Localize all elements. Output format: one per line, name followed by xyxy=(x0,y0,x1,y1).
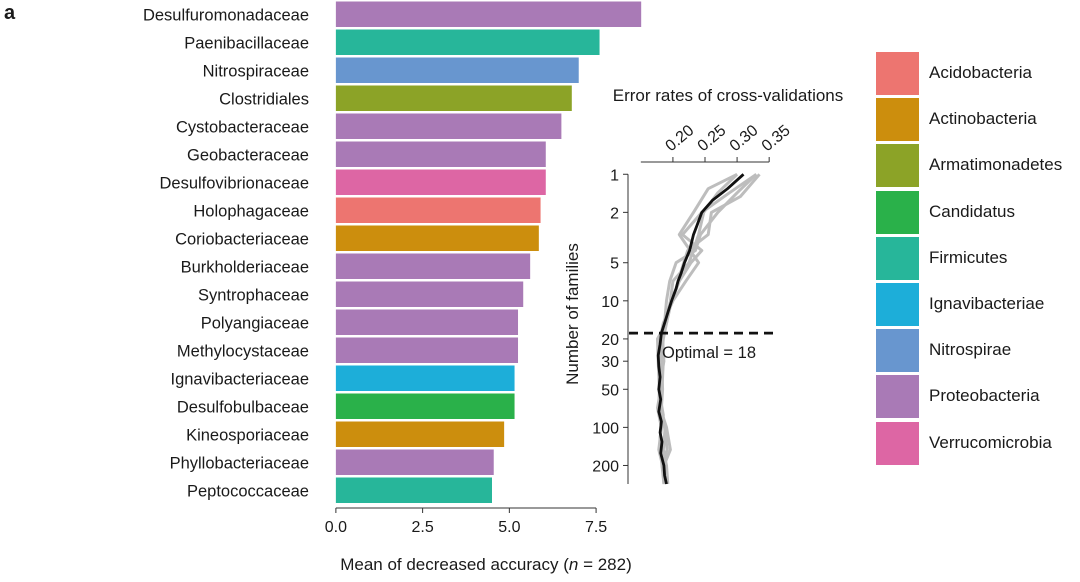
bar xyxy=(335,225,539,251)
legend-label: Ignavibacteriae xyxy=(929,293,1045,313)
bar xyxy=(335,365,515,391)
legend-swatch xyxy=(876,190,919,234)
legend-swatch xyxy=(876,421,919,465)
legend-item: Armatimonadetes xyxy=(876,144,1080,190)
phylum-legend: Acidobacteria Actinobacteria Armatimonadet… xyxy=(876,52,1080,468)
bar-category-label: Holophagaceae xyxy=(193,202,309,220)
bar-category-label: Clostridiales xyxy=(219,90,309,108)
legend-swatch xyxy=(876,98,919,142)
legend-item: Firmicutes xyxy=(876,236,1080,283)
legend-label: Armatimonadetes xyxy=(929,155,1063,175)
panel-label: a xyxy=(4,2,16,24)
bar-x-tick-label: 5.0 xyxy=(498,519,520,536)
bar-category-label: Methylocystaceae xyxy=(177,342,309,360)
bar-category-label: Paenibacillaceae xyxy=(184,34,309,52)
bar xyxy=(335,169,546,195)
legend-swatch xyxy=(876,282,919,326)
legend-swatch xyxy=(876,375,919,419)
bar xyxy=(335,85,572,111)
bar xyxy=(335,421,505,447)
bar xyxy=(335,29,600,55)
bar-category-label: Geobacteraceae xyxy=(187,146,309,164)
bar-category-label: Syntrophaceae xyxy=(198,286,309,304)
legend-label: Firmicutes xyxy=(929,247,1008,267)
bar-category-label: Burkholderiaceae xyxy=(181,258,309,276)
legend-label: Verrucomicrobia xyxy=(929,432,1052,452)
bar-x-axis-title-suffix: = 282) xyxy=(578,555,631,574)
bar xyxy=(335,309,519,335)
bar-x-tick-label: 2.5 xyxy=(411,519,433,536)
bar xyxy=(335,1,642,27)
legend-item: Ignavibacteriae xyxy=(876,282,1080,329)
legend-swatch xyxy=(876,144,919,188)
bar-x-axis-title-prefix: Mean of decreased accuracy ( xyxy=(340,555,569,574)
cv-run-line xyxy=(656,173,758,485)
legend-label: Candidatus xyxy=(929,201,1016,221)
bar xyxy=(335,57,579,83)
optimal-label: Optimal = 18 xyxy=(662,344,756,362)
legend-item: Nitrospirae xyxy=(876,329,1080,375)
cv-y-tick-label: 100 xyxy=(592,420,619,437)
bar-category-label: Desulfobulbaceae xyxy=(177,398,309,416)
legend-item: Candidatus xyxy=(876,190,1080,237)
cv-y-tick-label: 1 xyxy=(610,167,619,184)
bar-x-axis-title: Mean of decreased accuracy (n = 282) xyxy=(340,555,632,574)
legend-item: Actinobacteria xyxy=(876,98,1080,144)
bar xyxy=(335,253,531,279)
legend-label: Actinobacteria xyxy=(929,109,1037,129)
bar-category-label: Coriobacteriaceae xyxy=(175,230,309,248)
cv-y-tick-label: 30 xyxy=(601,354,619,371)
cv-y-tick-label: 200 xyxy=(592,458,619,475)
bar-category-label: Peptococcaceae xyxy=(187,482,309,500)
bar-category-label: Kineosporiaceae xyxy=(186,426,309,444)
cv-y-tick-label: 5 xyxy=(610,256,619,273)
bar-x-tick-label: 0.0 xyxy=(325,519,347,536)
bar-category-label: Polyangiaceae xyxy=(201,314,309,332)
cv-y-tick-label: 2 xyxy=(610,205,619,222)
legend-swatch xyxy=(876,329,919,373)
cv-y-tick-label: 50 xyxy=(601,382,619,399)
cv-y-axis-title: Number of families xyxy=(563,243,582,385)
legend-item: Acidobacteria xyxy=(876,52,1080,98)
cv-y-tick-label: 20 xyxy=(601,332,619,349)
cv-chart-title: Error rates of cross-validations xyxy=(613,86,844,105)
legend-swatch xyxy=(876,52,919,95)
bar xyxy=(335,113,562,139)
bar-category-label: Desulfovibrionaceae xyxy=(159,174,309,192)
legend-swatch xyxy=(876,236,919,280)
bar-x-tick-label: 7.5 xyxy=(585,519,607,536)
bar xyxy=(335,477,492,503)
bar xyxy=(335,393,515,419)
bar-category-label: Cystobacteraceae xyxy=(176,118,309,136)
bar-category-label: Ignavibacteriaceae xyxy=(170,370,309,388)
legend-label: Nitrospirae xyxy=(929,340,1012,360)
cv-y-tick-label: 10 xyxy=(601,294,619,311)
bar-x-axis-title-var: n xyxy=(569,555,578,574)
bar xyxy=(335,449,494,475)
bar xyxy=(335,337,519,363)
bar xyxy=(335,141,546,167)
bar-category-label: Phyllobacteriaceae xyxy=(170,454,309,472)
bar xyxy=(335,197,541,223)
bar xyxy=(335,281,524,307)
legend-item: Verrucomicrobia xyxy=(876,421,1080,468)
legend-item: Proteobacteria xyxy=(876,375,1080,421)
bar-chart: Desulfuromonadaceae Paenibacillaceae Nitro… xyxy=(143,1,642,574)
legend-label: Acidobacteria xyxy=(929,63,1033,82)
bar-category-label: Nitrospiraceae xyxy=(203,62,309,80)
legend-label: Proteobacteria xyxy=(929,386,1040,406)
bar-category-label: Desulfuromonadaceae xyxy=(143,6,309,24)
